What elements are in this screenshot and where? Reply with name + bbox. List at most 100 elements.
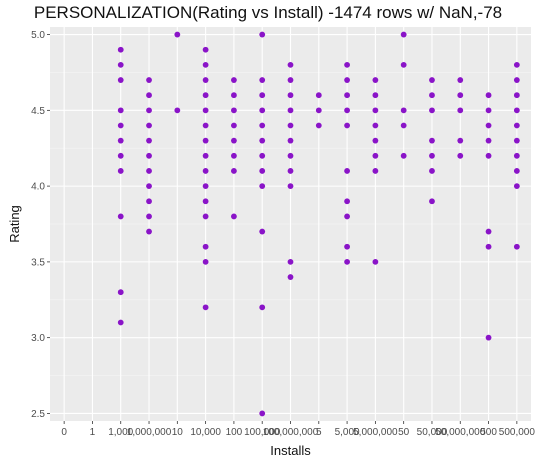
data-point [344, 107, 350, 114]
data-point [146, 213, 152, 220]
data-point [259, 168, 266, 174]
data-point [231, 122, 237, 129]
x-tick-label: 1 [90, 427, 96, 438]
data-point [485, 137, 492, 144]
data-point [259, 137, 266, 144]
data-point [231, 107, 237, 114]
data-point [429, 168, 435, 174]
data-point [287, 77, 294, 83]
data-point [259, 77, 266, 83]
data-point [400, 61, 407, 68]
data-point [117, 213, 124, 220]
data-point [457, 152, 464, 159]
data-point [287, 152, 294, 159]
data-point [231, 77, 237, 83]
data-point [117, 77, 124, 83]
data-point [372, 168, 379, 174]
data-point [202, 77, 209, 83]
data-point [513, 137, 520, 144]
y-axis-label: Rating [7, 205, 22, 243]
data-point [202, 183, 209, 190]
chart-title: PERSONALIZATION(Rating vs Install) -1474… [33, 3, 503, 22]
data-point [287, 258, 294, 265]
data-point [287, 107, 294, 114]
y-tick-label: 2.5 [31, 409, 45, 420]
data-point [457, 107, 464, 114]
data-point [117, 289, 124, 296]
data-point [174, 31, 181, 38]
data-point [146, 77, 152, 83]
data-point [513, 243, 520, 250]
data-point [372, 258, 379, 265]
data-point [513, 77, 520, 83]
data-point [146, 122, 152, 129]
data-point [259, 228, 266, 235]
y-axis: 2.5 3.0 3.5 4.0 4.5 5.0 [31, 30, 50, 420]
data-point [485, 107, 492, 114]
data-point [513, 61, 520, 68]
x-tick-label: 10,000 [190, 427, 221, 438]
data-point [485, 152, 492, 159]
data-point [146, 198, 152, 205]
x-tick-label: 5,000,000 [353, 427, 398, 438]
data-point [485, 243, 492, 250]
x-tick-label: 10 [172, 427, 184, 438]
data-point [513, 183, 520, 190]
data-point [513, 152, 520, 159]
data-point [202, 258, 209, 265]
y-tick-label: 4.0 [31, 182, 45, 193]
y-tick-label: 5.0 [31, 30, 45, 41]
data-point [400, 107, 407, 114]
data-point [259, 31, 266, 38]
data-point [202, 152, 209, 159]
y-tick-label: 4.5 [31, 106, 45, 117]
data-point [315, 122, 322, 129]
data-point [174, 107, 181, 114]
data-point [513, 92, 520, 99]
data-point [429, 107, 435, 114]
x-tick-label: 50,000 [417, 427, 448, 438]
data-point [400, 31, 407, 38]
data-point [146, 168, 152, 174]
data-point [315, 92, 322, 99]
data-point [117, 319, 124, 326]
data-point [231, 213, 237, 220]
data-point [146, 152, 152, 159]
data-point [287, 274, 294, 280]
data-point [485, 92, 492, 99]
data-point [429, 152, 435, 159]
x-tick-label: 1,000 [108, 427, 133, 438]
data-point [344, 198, 350, 205]
data-point [372, 152, 379, 159]
data-point [513, 122, 520, 129]
data-point [146, 107, 152, 114]
x-tick-label: 500 [480, 427, 497, 438]
data-point [513, 107, 520, 114]
data-point [146, 183, 152, 190]
data-point [231, 92, 237, 99]
data-point [372, 107, 379, 114]
data-point [231, 137, 237, 144]
data-point [202, 107, 209, 114]
data-point [344, 168, 350, 174]
data-point [146, 92, 152, 99]
data-point [117, 168, 124, 174]
data-point [287, 92, 294, 99]
data-point [485, 334, 492, 341]
data-points [117, 31, 520, 417]
data-point [117, 61, 124, 68]
data-point [372, 137, 379, 144]
data-point [202, 213, 209, 220]
x-tick-label: 50,000,000 [435, 427, 485, 438]
data-point [513, 168, 520, 174]
data-point [457, 77, 464, 83]
data-point [117, 122, 124, 129]
data-point [202, 137, 209, 144]
data-point [372, 77, 379, 83]
data-point [315, 107, 322, 114]
data-point [202, 198, 209, 205]
x-axis-label: Installs [270, 443, 311, 458]
data-point [287, 137, 294, 144]
data-point [457, 137, 464, 144]
